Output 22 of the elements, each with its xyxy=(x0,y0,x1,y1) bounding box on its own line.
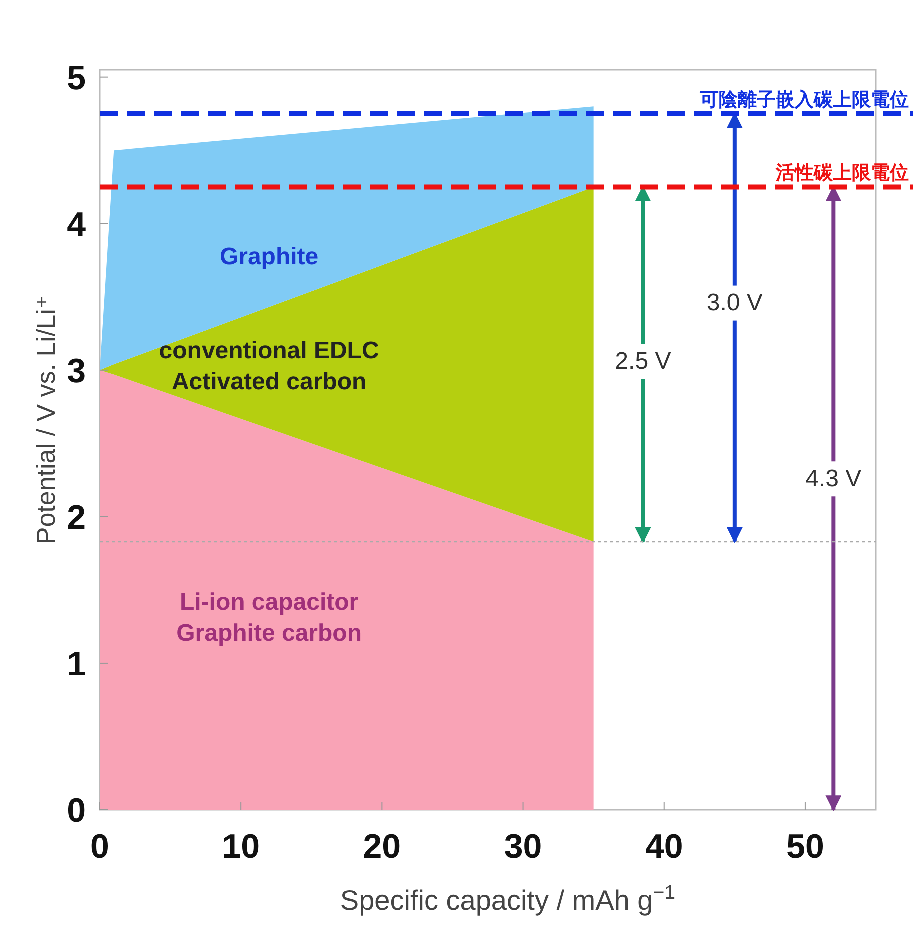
x-axis-title: Specific capacity / mAh g$^{−1}$ xyxy=(340,882,676,916)
x-tick-label: 50 xyxy=(786,828,824,866)
y-tick-label: 3 xyxy=(67,352,86,390)
annotation: 3.0 V xyxy=(706,290,763,317)
series-label: Graphite xyxy=(220,244,319,271)
y-tick-label: 1 xyxy=(67,645,86,684)
y-axis-title: Potential / V vs. Li/Li⁺ xyxy=(31,295,61,545)
y-tick-label: 2 xyxy=(67,498,86,537)
series-label: conventional EDLC Activated carbon xyxy=(159,338,380,396)
annotation: 2.5 V xyxy=(615,348,672,376)
x-tick-label: 20 xyxy=(363,828,402,866)
series-label: Li-ion capacitor Graphite carbon xyxy=(176,589,362,648)
y-tick-label: 5 xyxy=(67,59,86,98)
y-tick-label: 4 xyxy=(67,206,86,244)
ref-line-label: 可陰離子嵌入碳上限電位 xyxy=(699,88,909,111)
annotation: 4.3 V xyxy=(806,466,862,493)
x-tick-label: 0 xyxy=(90,828,110,866)
x-tick-label: 30 xyxy=(504,828,542,866)
x-tick-label: 40 xyxy=(645,828,684,866)
x-tick-label: 10 xyxy=(222,828,260,866)
y-tick-label: 0 xyxy=(67,792,86,830)
ref-line-label: 活性碳上限電位 xyxy=(775,162,909,184)
